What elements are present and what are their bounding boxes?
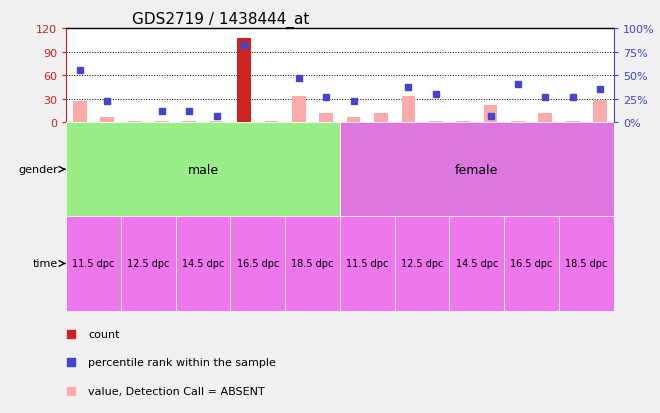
Bar xyxy=(346,117,360,123)
Bar xyxy=(265,121,279,123)
Bar xyxy=(210,121,224,123)
FancyBboxPatch shape xyxy=(121,217,176,311)
Bar xyxy=(319,114,333,123)
Text: 18.5 dpc: 18.5 dpc xyxy=(565,259,608,269)
Text: 12.5 dpc: 12.5 dpc xyxy=(127,259,170,269)
Bar xyxy=(456,121,470,123)
FancyBboxPatch shape xyxy=(285,217,340,311)
Text: 14.5 dpc: 14.5 dpc xyxy=(455,259,498,269)
FancyBboxPatch shape xyxy=(176,217,230,311)
Bar xyxy=(237,39,251,123)
FancyBboxPatch shape xyxy=(449,217,504,311)
Text: 11.5 dpc: 11.5 dpc xyxy=(72,259,115,269)
FancyBboxPatch shape xyxy=(340,123,614,217)
Bar xyxy=(429,121,443,123)
Bar xyxy=(292,97,306,123)
Text: 18.5 dpc: 18.5 dpc xyxy=(291,259,334,269)
Text: male: male xyxy=(187,164,218,176)
Bar xyxy=(127,121,141,123)
Text: gender: gender xyxy=(18,165,58,175)
Bar xyxy=(401,97,415,123)
Text: female: female xyxy=(455,164,498,176)
Text: time: time xyxy=(32,259,58,269)
Bar xyxy=(511,121,525,123)
Bar xyxy=(484,106,498,123)
FancyBboxPatch shape xyxy=(66,123,340,217)
Text: 14.5 dpc: 14.5 dpc xyxy=(182,259,224,269)
FancyBboxPatch shape xyxy=(230,217,285,311)
Text: percentile rank within the sample: percentile rank within the sample xyxy=(88,358,276,368)
Bar xyxy=(566,121,579,123)
Text: value, Detection Call = ABSENT: value, Detection Call = ABSENT xyxy=(88,386,265,396)
Text: 11.5 dpc: 11.5 dpc xyxy=(346,259,389,269)
Text: GDS2719 / 1438444_at: GDS2719 / 1438444_at xyxy=(132,12,309,28)
Bar xyxy=(182,121,196,123)
FancyBboxPatch shape xyxy=(559,217,614,311)
Text: count: count xyxy=(88,329,119,339)
Text: 12.5 dpc: 12.5 dpc xyxy=(401,259,444,269)
FancyBboxPatch shape xyxy=(66,217,121,311)
FancyBboxPatch shape xyxy=(504,217,559,311)
Bar xyxy=(73,102,86,123)
Text: 16.5 dpc: 16.5 dpc xyxy=(236,259,279,269)
Bar xyxy=(100,117,114,123)
Bar xyxy=(155,121,169,123)
Bar xyxy=(539,114,552,123)
FancyBboxPatch shape xyxy=(395,217,449,311)
Bar xyxy=(374,114,388,123)
Text: 16.5 dpc: 16.5 dpc xyxy=(510,259,553,269)
Bar xyxy=(593,101,607,123)
FancyBboxPatch shape xyxy=(340,217,395,311)
